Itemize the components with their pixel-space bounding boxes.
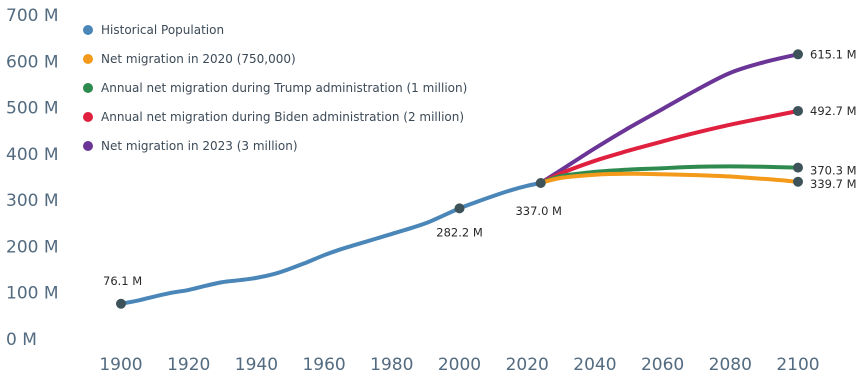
x-tick-label: 2020 [506,355,549,375]
legend-swatch [83,83,93,93]
legend: Historical Population Net migration in 20… [83,23,467,153]
x-tick-label: 2100 [776,355,819,375]
x-tick-label: 2000 [438,355,481,375]
data-point-marker [535,178,546,189]
data-point-marker [793,105,803,116]
legend-swatch [83,112,93,122]
data-label: 282.2 M [436,225,483,239]
x-tick-label: 1940 [235,355,278,375]
legend-label: Historical Population [101,23,224,37]
y-tick-label: 200 M [6,237,59,257]
legend-label: Annual net migration during Biden admini… [101,110,464,124]
data-labels: 76.1 M 282.2 M 337.0 M 615.1 M 492.7 M 370.3 … [103,47,857,287]
data-point-marker [116,298,126,309]
y-tick-label: 700 M [6,6,59,26]
data-label: 615.1 M [810,47,857,61]
series-line [119,181,543,306]
x-tick-label: 2060 [641,355,684,375]
data-point-marker [793,162,803,173]
legend-swatch [83,141,93,151]
y-tick-label: 300 M [6,191,59,211]
legend-swatch [83,25,93,35]
y-tick-label: 500 M [6,99,59,119]
series-line [538,52,800,185]
data-markers [116,49,803,309]
series-line [538,109,800,185]
y-tick-label: 600 M [6,52,59,72]
x-tick-label: 2040 [573,355,616,375]
data-point-marker [793,49,803,60]
data-label: 337.0 M [515,204,562,218]
y-tick-label: 100 M [6,284,59,304]
x-axis: 1900 1920 1940 1960 1980 2000 2020 2040 2060 2080… [99,355,819,375]
series-line [538,164,800,185]
data-label: 370.3 M [810,164,857,178]
data-point-marker [454,203,465,214]
legend-label: Annual net migration during Trump admini… [101,81,467,95]
y-tick-label: 400 M [6,145,59,165]
legend-label: Net migration in 2020 (750,000) [101,52,296,66]
y-axis: 0 M 100 M 200 M 300 M 400 M 500 M 600 M 700 M [6,6,59,350]
data-point-marker [793,176,803,187]
x-tick-label: 1960 [302,355,345,375]
data-label: 76.1 M [103,274,142,288]
data-label: 492.7 M [810,104,857,118]
series-lines [119,52,800,306]
legend-label: Net migration in 2023 (3 million) [101,139,298,153]
series-line [538,171,800,185]
legend-swatch [83,54,93,64]
x-tick-label: 2080 [709,355,752,375]
x-tick-label: 1980 [370,355,413,375]
y-tick-label: 0 M [6,330,37,350]
data-label: 339.7 M [810,177,857,191]
x-tick-label: 1900 [99,355,142,375]
x-tick-label: 1920 [167,355,210,375]
